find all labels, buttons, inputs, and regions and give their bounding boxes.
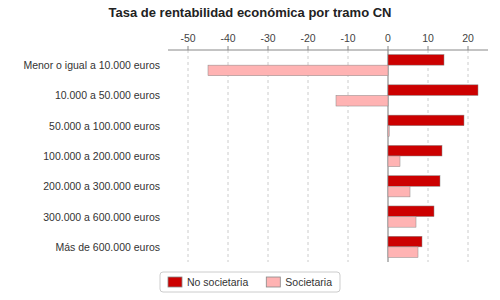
bar [388, 85, 478, 96]
bar [388, 217, 416, 228]
x-axis-line [168, 50, 488, 51]
grid-line [468, 50, 469, 262]
category-label: Menor o igual a 10.000 euros [23, 59, 160, 71]
grid-line [188, 50, 189, 262]
bar [388, 186, 410, 197]
bar [388, 156, 400, 167]
legend-item: No societaria [168, 276, 248, 288]
grid-line [268, 50, 269, 262]
category-label: 10.000 a 50.000 euros [55, 89, 160, 101]
tick-label: -50 [180, 32, 195, 44]
grid-line [348, 50, 349, 262]
bar [388, 55, 444, 66]
tick-mark [428, 46, 429, 50]
legend-frame [160, 272, 340, 292]
tick-label: -10 [340, 32, 355, 44]
tick-label: -30 [260, 32, 275, 44]
legend: No societaria Societaria [160, 272, 340, 292]
tick-label: 10 [422, 32, 434, 44]
grid [188, 50, 468, 262]
category-label: 200.000 a 300.000 euros [43, 180, 160, 192]
bar [388, 247, 418, 258]
legend-label: Societaria [285, 276, 332, 288]
title: Tasa de rentabilidad económica por tramo… [109, 5, 392, 20]
tick-mark [228, 46, 229, 50]
grid-line [308, 50, 309, 262]
tick-mark [268, 46, 269, 50]
tick-label: -40 [220, 32, 235, 44]
legend-item: Societaria [266, 276, 332, 288]
tick-mark [188, 46, 189, 50]
bars [208, 55, 478, 258]
bar [388, 236, 422, 247]
category-label: 50.000 a 100.000 euros [49, 120, 160, 132]
category-label: 300.000 a 600.000 euros [43, 211, 160, 223]
tick-mark [388, 46, 389, 50]
bar [388, 206, 434, 217]
tick-label: 0 [385, 32, 391, 44]
bar [388, 115, 464, 126]
legend-swatch [168, 277, 182, 287]
bar [336, 95, 388, 106]
chart: Tasa de rentabilidad económica por tramo… [0, 0, 500, 300]
bar [388, 126, 389, 137]
bar [208, 65, 388, 76]
legend-swatch [266, 277, 280, 287]
bar [388, 176, 440, 187]
bar [388, 145, 442, 156]
tick-mark [348, 46, 349, 50]
tick-mark [468, 46, 469, 50]
category-label: 100.000 a 200.000 euros [43, 150, 160, 162]
legend-label: No societaria [187, 276, 248, 288]
grid-line [228, 50, 229, 262]
tick-label: 20 [462, 32, 474, 44]
tick-mark [308, 46, 309, 50]
tick-label: -20 [300, 32, 315, 44]
category-label: Más de 600.000 euros [56, 241, 161, 253]
